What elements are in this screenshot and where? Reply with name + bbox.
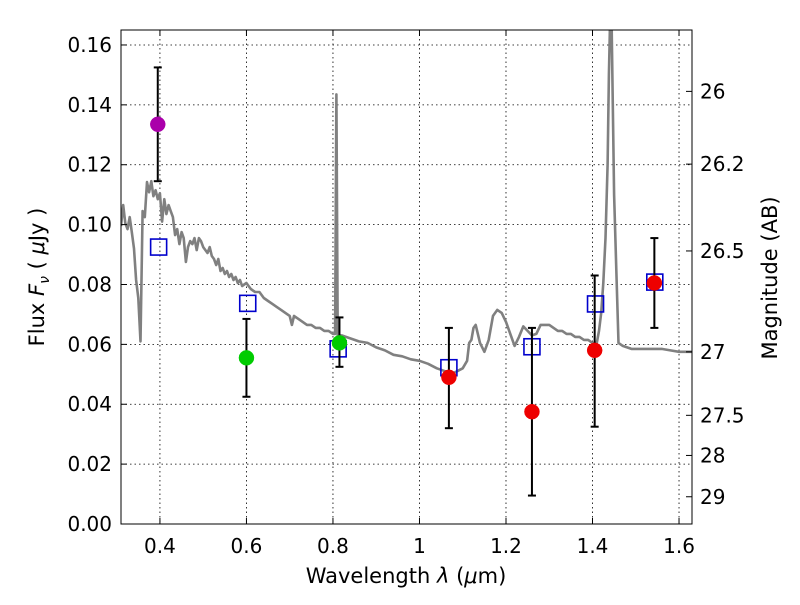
data-layer <box>121 30 692 375</box>
right-tick-label: 27 <box>700 340 725 364</box>
plot-frame <box>120 29 693 525</box>
observed-flux-point <box>524 403 540 420</box>
model-flux-square <box>149 238 168 256</box>
observed-flux-point <box>646 275 663 291</box>
y-axis-label: Flux Fν ( μJy ) <box>25 208 53 347</box>
y-tick-label: 0.04 <box>67 392 112 416</box>
x-tick-label: 1.2 <box>490 534 522 558</box>
spectrum-line <box>121 30 692 375</box>
y-tick-label: 0.12 <box>67 153 112 177</box>
y-tick-label: 0.02 <box>67 452 112 476</box>
x-tick-label: 1.6 <box>663 534 695 558</box>
x-tick-label: 1.4 <box>577 534 609 558</box>
x-tick-label: 0.8 <box>317 534 349 558</box>
right-tick-label: 26.5 <box>700 239 745 263</box>
y-tick-label: 0.10 <box>67 213 112 237</box>
right-tick-label: 26 <box>700 79 725 103</box>
observed-flux-point <box>150 116 166 133</box>
y-tick-label: 0.00 <box>67 512 112 536</box>
y-tick-label: 0.06 <box>67 332 112 356</box>
y-tick-label: 0.16 <box>67 33 112 57</box>
x-axis-label: Wavelength λ (μm) <box>306 564 507 588</box>
y-tick-label: 0.14 <box>67 93 112 117</box>
right-tick-label: 28 <box>700 443 725 467</box>
x-tick-label: 1 <box>413 534 426 558</box>
observed-flux-point <box>586 342 603 359</box>
axis-layer: 0.4 0.6 0.8 1 1.2 1.4 1.6 0.00 0.02 0.04 0.06 0.08 0… <box>67 30 745 558</box>
right-axis-label: Magnitude (AB) <box>758 196 782 359</box>
right-tick-label: 26.2 <box>700 152 745 176</box>
x-tick-label: 0.6 <box>231 534 263 558</box>
plot-background <box>121 30 692 524</box>
right-tick-label: 27.5 <box>700 403 745 427</box>
right-tick-label: 29 <box>700 485 725 509</box>
observed-flux-point <box>441 369 457 386</box>
points-layer <box>149 66 664 497</box>
y-tick-label: 0.08 <box>67 272 112 296</box>
observed-flux-point <box>238 350 255 366</box>
observed-flux-point <box>331 335 348 351</box>
x-tick-label: 0.4 <box>144 534 176 558</box>
model-flux-square <box>238 294 257 313</box>
